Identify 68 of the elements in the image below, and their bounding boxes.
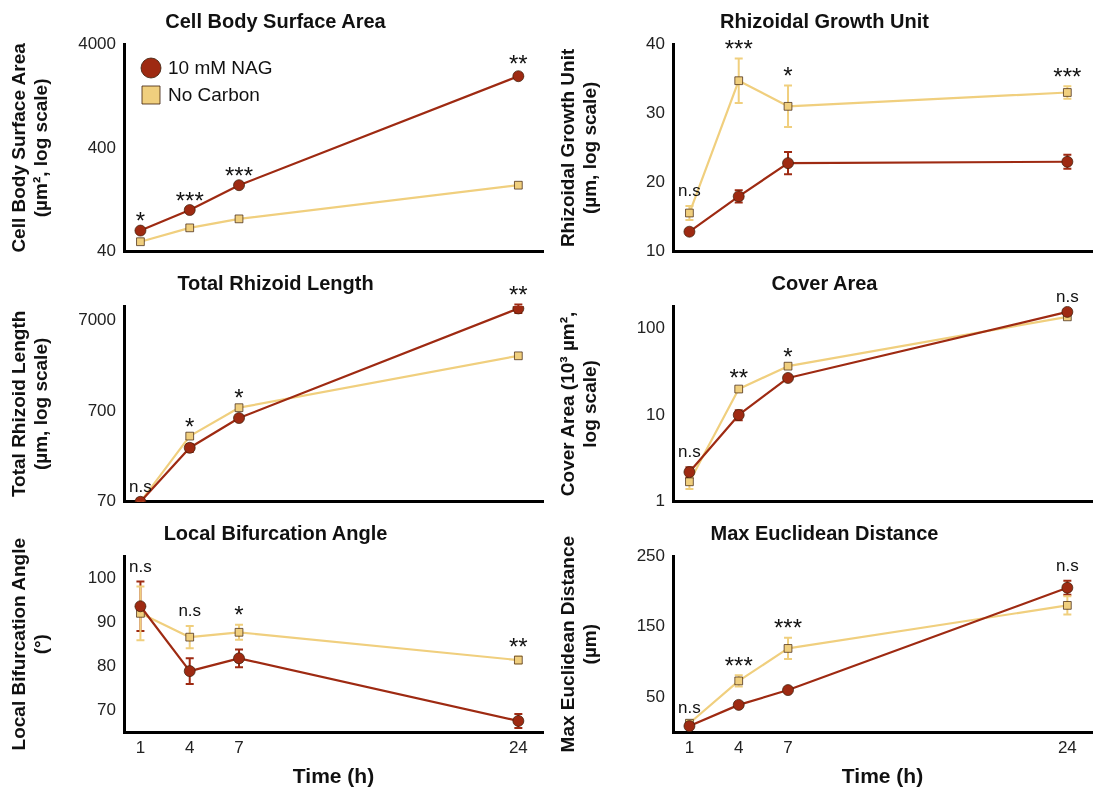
y-tick-label: 10 (646, 404, 665, 424)
x-tick-label: 24 (508, 738, 528, 758)
x-tick-label: 4 (184, 738, 195, 758)
annotation: ** (509, 281, 528, 309)
annotation: *** (225, 161, 254, 189)
chart-title: Local Bifurcation Angle (163, 521, 388, 544)
y-axis-title: Cell Body Surface Area (µm², log scale) (7, 42, 52, 253)
annotation: n.s (678, 442, 701, 462)
y-tick-label: 20 (646, 172, 665, 192)
y-axis-title: Total Rhizoid Length (µm, log scale) (7, 310, 52, 498)
y-tick-label: 100 (87, 567, 116, 587)
y-tick-label: 4000 (78, 33, 116, 53)
annotation: *** (724, 35, 753, 63)
y-tick-label: 10 (646, 241, 665, 261)
chart-title: Total Rhizoid Length (177, 271, 374, 294)
annotation: * (234, 601, 244, 629)
x-tick-label: 24 (1057, 738, 1077, 758)
chart-title: Cell Body Surface Area (165, 9, 387, 32)
annotation: * (234, 384, 244, 412)
chart-title: Rhizoidal Growth Unit (720, 9, 930, 32)
annotation: *** (175, 186, 204, 214)
y-tick-label: 250 (636, 545, 665, 565)
annotation: *** (774, 614, 803, 642)
annotation: *** (1053, 62, 1082, 90)
annotation: ** (509, 633, 528, 661)
annotation: * (783, 342, 793, 370)
x-tick-label: 7 (234, 738, 244, 758)
chart-title: Cover Area (771, 271, 879, 294)
annotation: n.s (1056, 555, 1079, 575)
x-tick-label: 1 (684, 738, 695, 758)
x-tick-label: 7 (783, 738, 793, 758)
y-tick-label: 70 (97, 491, 116, 511)
annotation: *** (724, 651, 753, 679)
y-axis-title: Max Euclidean Distance (µm) (556, 535, 601, 753)
x-axis-title: Time (h) (292, 764, 375, 788)
x-tick-label: 4 (733, 738, 744, 758)
y-tick-label: 80 (97, 655, 116, 675)
y-tick-label: 40 (646, 33, 665, 53)
y-tick-label: 400 (87, 137, 116, 157)
legend-label: 10 mM NAG (168, 57, 273, 79)
y-tick-label: 700 (87, 400, 116, 420)
y-tick-label: 150 (636, 616, 665, 636)
x-axis-title: Time (h) (841, 764, 924, 788)
chart-title: Max Euclidean Distance (710, 521, 939, 544)
y-tick-label: 40 (97, 241, 116, 261)
y-tick-label: 70 (97, 700, 116, 720)
y-tick-label: 90 (97, 611, 116, 631)
y-tick-label: 50 (646, 686, 665, 706)
annotation: n.s (129, 476, 152, 496)
annotation: ** (729, 364, 749, 392)
x-tick-label: 1 (135, 738, 146, 758)
annotation: ** (509, 50, 528, 78)
y-axis-title: Local Bifurcation Angle (°) (7, 537, 52, 751)
annotation: n.s (678, 181, 701, 201)
annotation: n.s (129, 556, 152, 576)
y-tick-label: 1 (655, 491, 665, 511)
annotation: n.s (678, 698, 701, 718)
annotation: * (135, 207, 146, 235)
y-tick-label: 30 (646, 102, 665, 122)
annotation: * (783, 62, 793, 90)
y-tick-label: 7000 (78, 309, 116, 329)
y-axis-title: Rhizoidal Growth Unit (µm, log scale) (556, 48, 601, 248)
legend-label: No Carbon (168, 84, 260, 106)
annotation: n.s (1056, 287, 1079, 307)
y-tick-label: 100 (636, 317, 665, 337)
annotation: * (185, 412, 195, 440)
y-axis-title: Cover Area (10³ µm², log scale) (556, 311, 601, 497)
annotation: n.s (178, 601, 202, 621)
